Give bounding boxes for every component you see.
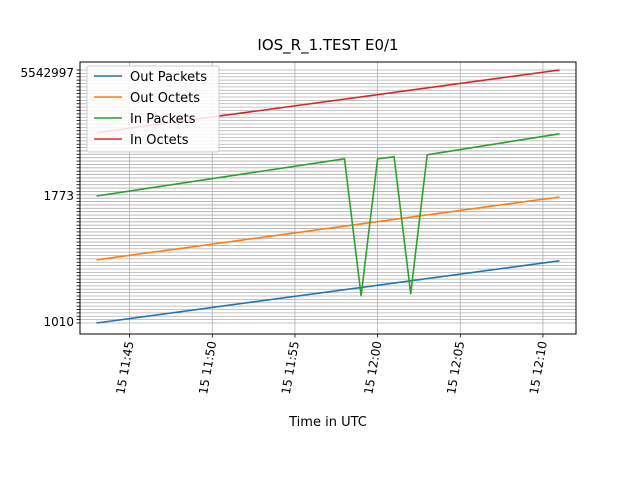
x-tick-label: 15 11:50 bbox=[196, 340, 219, 395]
series-line-out-packets bbox=[96, 260, 560, 324]
series-line-in-packets bbox=[96, 133, 560, 297]
x-tick-label: 15 12:00 bbox=[361, 340, 384, 395]
legend-box bbox=[86, 65, 220, 153]
series-lines bbox=[96, 69, 560, 324]
y-tick-label: 1010 bbox=[43, 315, 74, 329]
legend-label: In Packets bbox=[130, 112, 196, 127]
x-tick-label: 15 12:10 bbox=[527, 340, 550, 395]
legend: Out Packets Out Octets In Packets In Octets bbox=[86, 65, 220, 153]
x-axis-label: Time in UTC bbox=[288, 415, 367, 430]
x-tick-label: 15 12:05 bbox=[444, 340, 467, 395]
x-axis: 15 11:45 15 11:50 15 11:55 15 12:00 15 12:05… bbox=[113, 334, 550, 395]
legend-label: Out Packets bbox=[130, 70, 207, 85]
x-tick-label: 15 11:55 bbox=[279, 340, 302, 395]
legend-label: In Octets bbox=[130, 133, 189, 148]
legend-label: Out Octets bbox=[130, 91, 200, 106]
x-tick-label: 15 11:45 bbox=[113, 340, 136, 395]
y-tick-label: 5542997 bbox=[21, 66, 74, 80]
y-tick-label: 1773 bbox=[43, 189, 74, 203]
chart-title: IOS_R_1.TEST E0/1 bbox=[257, 36, 398, 55]
series-line-out-octets bbox=[96, 196, 560, 261]
y-axis: 5542997 1773 1010 bbox=[21, 66, 80, 329]
